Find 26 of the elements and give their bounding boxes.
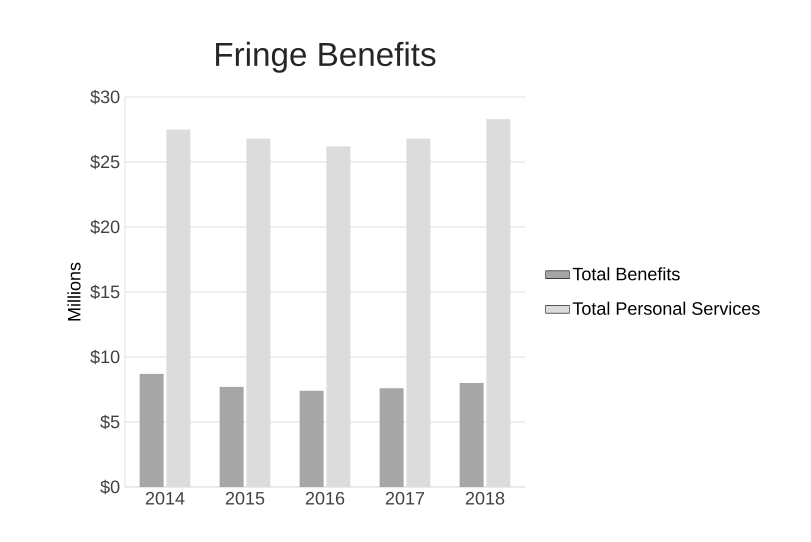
y-tick-label: $15 (90, 284, 120, 300)
x-tick-label: 2015 (226, 492, 264, 505)
bar (406, 138, 430, 487)
y-axis-title: Millions (67, 262, 81, 321)
y-tick-label: $10 (90, 350, 120, 364)
bar (326, 146, 350, 487)
y-tick-label: $25 (90, 154, 120, 170)
legend-label: Total Benefits (572, 267, 680, 280)
x-tick-label: 2016 (306, 492, 344, 505)
y-tick-label: $0 (100, 480, 120, 494)
bar (380, 388, 404, 487)
legend-label: Total Personal Services (572, 302, 760, 315)
y-tick-label: $30 (90, 90, 120, 104)
bar (460, 382, 484, 487)
bar (300, 390, 324, 487)
bar (246, 138, 270, 487)
y-tick-label: $20 (90, 220, 120, 234)
chart-title: Fringe Benefits (216, 42, 436, 73)
x-tick-label: 2017 (386, 492, 424, 505)
y-tick-label: $5 (100, 414, 120, 430)
bar (486, 119, 510, 487)
bar (166, 130, 190, 487)
bar (220, 386, 244, 487)
x-tick-label: 2014 (146, 492, 184, 505)
bar (140, 374, 164, 487)
x-tick-label: 2018 (466, 492, 504, 505)
